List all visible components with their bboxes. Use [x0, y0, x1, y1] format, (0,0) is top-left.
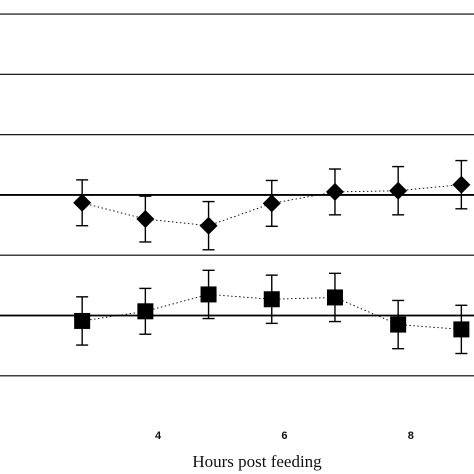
- diamond-point-0: [73, 193, 92, 212]
- diamond-point-1: [136, 210, 155, 229]
- diamond-point-2: [199, 216, 218, 235]
- square-point-2: [200, 286, 217, 303]
- square-point-4: [326, 289, 343, 306]
- diamond-point-3: [262, 194, 281, 213]
- square-point-0: [74, 312, 91, 329]
- series-1-square: [74, 269, 470, 355]
- square-point-5: [390, 316, 407, 333]
- x-tick-label-6: 6: [281, 430, 287, 442]
- series-layer: [73, 159, 471, 355]
- square-point-3: [263, 291, 280, 308]
- square-point-6: [453, 321, 470, 338]
- diamond-point-6: [452, 175, 471, 194]
- diamond-point-4: [325, 182, 344, 201]
- diamond-point-5: [389, 181, 408, 200]
- x-tick-label-4: 4: [155, 430, 162, 442]
- series-0-diamond: [73, 159, 471, 251]
- x-tick-label-8: 8: [408, 430, 414, 442]
- x-axis-title: Hours post feeding: [192, 452, 322, 471]
- x-axis-ticks: 4 6 8: [155, 430, 414, 442]
- square-point-1: [137, 303, 154, 320]
